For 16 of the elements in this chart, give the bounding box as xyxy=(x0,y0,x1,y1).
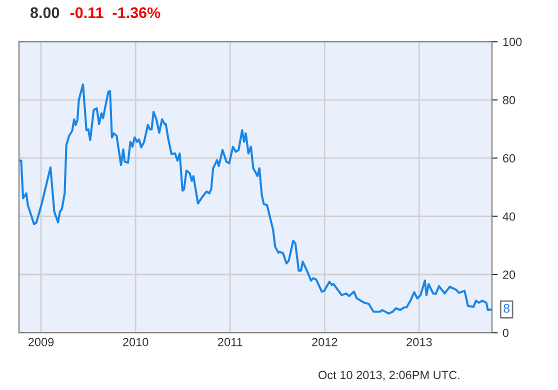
y-tick-label: 20 xyxy=(503,270,516,279)
x-tick-label: 2009 xyxy=(28,338,54,346)
chart-title: 8.00 xyxy=(30,7,60,18)
annotation: 8 xyxy=(504,304,510,313)
chart-subtitle: -0.11 -1.36% xyxy=(70,7,160,18)
x-tick-label: 2011 xyxy=(218,338,242,346)
text: Oct 10 2013, 2:06PM UTC. xyxy=(318,370,460,381)
y-tick-label: 100 xyxy=(503,38,522,46)
y-tick-label: 60 xyxy=(503,154,516,162)
x-tick-label: 2010 xyxy=(123,338,148,346)
x-tick-label: 2012 xyxy=(312,338,338,346)
x-tick-label: 2013 xyxy=(406,338,432,346)
y-tick-label: 0 xyxy=(502,328,509,338)
line-series xyxy=(19,83,492,315)
y-tick-label: 80 xyxy=(502,96,516,104)
y-tick-label: 40 xyxy=(502,212,516,221)
